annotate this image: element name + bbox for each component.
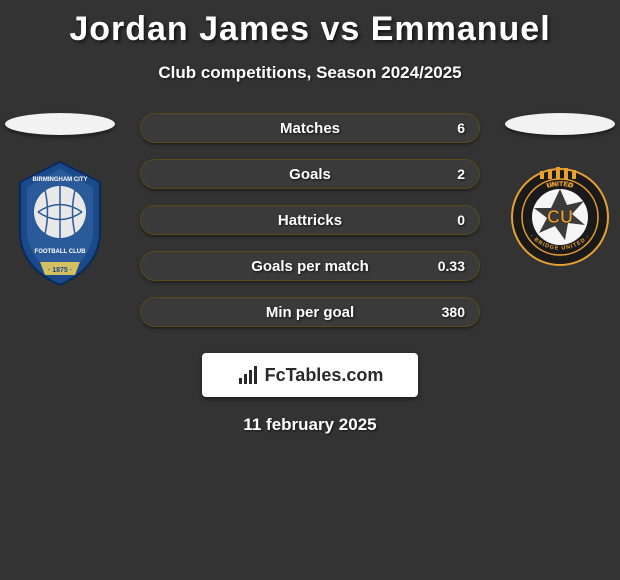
comparison-subtitle: Club competitions, Season 2024/2025 xyxy=(0,63,620,83)
stat-label: Hattricks xyxy=(278,212,342,229)
stat-label: Matches xyxy=(280,120,340,137)
stat-value: 6 xyxy=(457,120,465,136)
stat-value: 380 xyxy=(442,304,465,320)
cambridge-badge-icon: CU UNITED UNITED · BRIDGE UNITED · xyxy=(510,167,610,277)
stat-row-mpg: Min per goal 380 xyxy=(140,297,480,327)
player-left-column: BIRMINGHAM CITY FOOTBALL CLUB · 1875 · xyxy=(0,113,120,287)
stat-value: 2 xyxy=(457,166,465,182)
chart-icon xyxy=(237,364,259,386)
source-logo: FcTables.com xyxy=(202,353,418,397)
comparison-title: Jordan James vs Emmanuel xyxy=(0,0,620,49)
player-right-name-pill xyxy=(505,113,615,135)
content-area: BIRMINGHAM CITY FOOTBALL CLUB · 1875 · C… xyxy=(0,113,620,327)
stat-row-goals: Goals 2 xyxy=(140,159,480,189)
stat-row-matches: Matches 6 xyxy=(140,113,480,143)
comparison-date: 11 february 2025 xyxy=(0,415,620,435)
player-left-name-pill xyxy=(5,113,115,135)
svg-text:FOOTBALL CLUB: FOOTBALL CLUB xyxy=(35,249,87,255)
stat-label: Min per goal xyxy=(266,304,354,321)
svg-text:· 1875 ·: · 1875 · xyxy=(48,267,72,274)
club-badge-left: BIRMINGHAM CITY FOOTBALL CLUB · 1875 · xyxy=(10,157,110,287)
stat-value: 0 xyxy=(457,212,465,228)
stat-label: Goals xyxy=(289,166,331,183)
player-right-column: CU UNITED UNITED · BRIDGE UNITED · xyxy=(500,113,620,287)
logo-text: FcTables.com xyxy=(265,365,384,386)
stat-row-hattricks: Hattricks 0 xyxy=(140,205,480,235)
stat-value: 0.33 xyxy=(438,258,465,274)
stat-label: Goals per match xyxy=(251,258,369,275)
stat-row-gpm: Goals per match 0.33 xyxy=(140,251,480,281)
club-badge-right: CU UNITED UNITED · BRIDGE UNITED · xyxy=(510,157,610,287)
birmingham-badge-icon: BIRMINGHAM CITY FOOTBALL CLUB · 1875 · xyxy=(10,157,110,287)
svg-text:CU: CU xyxy=(547,207,573,227)
stats-list: Matches 6 Goals 2 Hattricks 0 Goals per … xyxy=(140,113,480,327)
svg-text:BIRMINGHAM CITY: BIRMINGHAM CITY xyxy=(33,177,88,183)
